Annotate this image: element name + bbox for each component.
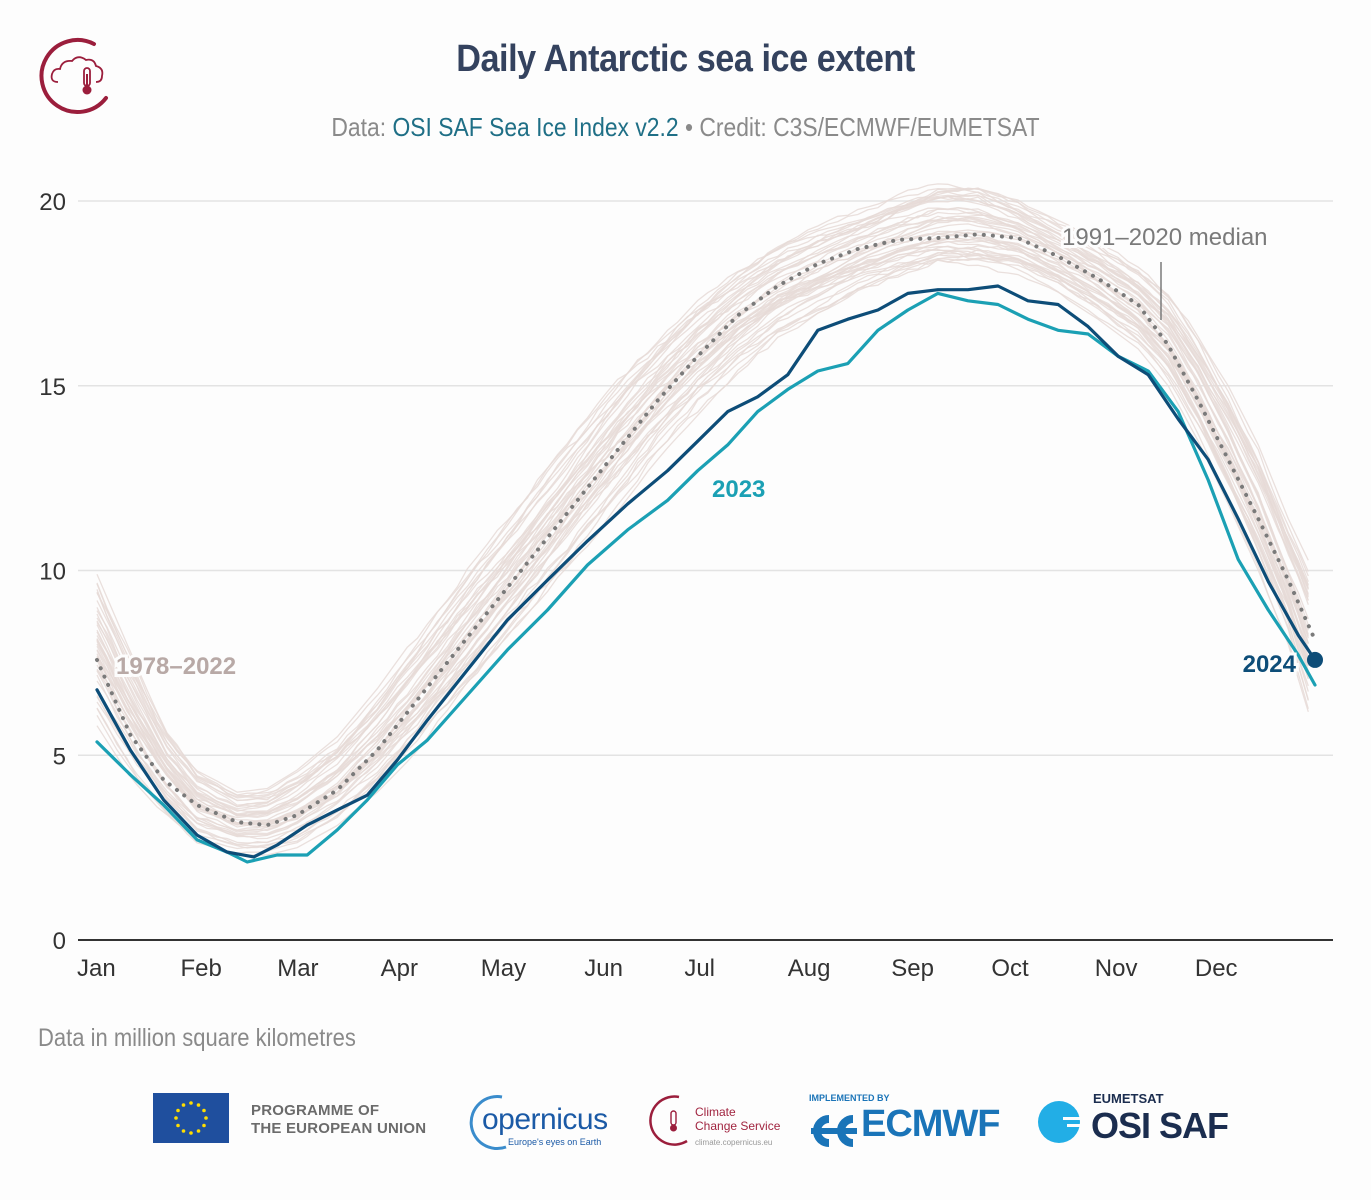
ecmwf-logo: IMPLEMENTED BY ECMWF [807, 1091, 1017, 1151]
historical-year-line [96, 195, 1309, 812]
y-tick-label: 20 [39, 189, 66, 216]
x-tick-label: Oct [991, 955, 1029, 982]
historical-year-line [96, 245, 1309, 826]
label-1978-2022-halo: 1978–2022 [116, 653, 236, 680]
eu-star [174, 1116, 178, 1120]
copernicus-arc-icon [469, 1095, 507, 1151]
chart-title: Daily Antarctic sea ice extent [456, 38, 915, 80]
end-point-marker [1307, 651, 1323, 668]
series-lines [95, 232, 1323, 864]
label-1978-2022: 1978–2022 [116, 653, 236, 680]
copernicus-logo: opernicus Europe's eyes on Earth [462, 1091, 612, 1151]
label-2023-halo: 2023 [712, 476, 765, 503]
historical-year-line [96, 211, 1309, 816]
historical-year-line [96, 236, 1309, 822]
label-median: 1991–2020 median [1062, 224, 1268, 251]
historical-year-line [96, 196, 1309, 801]
eu-star [181, 1129, 186, 1133]
subtitle-prefix: Data: [331, 112, 393, 142]
historical-year-line [96, 191, 1309, 799]
eu-star [196, 1103, 201, 1107]
c3s-logo-icon [39, 38, 108, 114]
y-axis-ticks: 0 5 10 15 20 [39, 189, 66, 955]
x-tick-label: Mar [277, 955, 318, 982]
historical-year-line [96, 246, 1309, 833]
historical-year-line [96, 231, 1309, 831]
label-2024: 2024 [1243, 651, 1297, 678]
series-line-2024 [95, 284, 1317, 859]
eu-star [202, 1108, 206, 1113]
x-tick-label: Aug [788, 955, 831, 982]
x-tick-label: May [481, 955, 526, 982]
historical-year-line [96, 248, 1309, 850]
label-2023: 2023 [712, 476, 765, 503]
historical-year-line [96, 187, 1309, 816]
eu-star [189, 1131, 193, 1135]
historical-year-line [96, 257, 1309, 856]
y-tick-label: 15 [39, 374, 66, 401]
subtitle-credit: • Credit: C3S/ECMWF/EUMETSAT [678, 112, 1040, 142]
eu-star [176, 1123, 180, 1128]
osi-saf-globe-icon [1038, 1101, 1087, 1143]
osi-saf-logo: EUMETSAT OSI SAF [1037, 1089, 1237, 1149]
data-source-link[interactable]: OSI SAF Sea Ice Index v2.2 [392, 112, 679, 142]
grid-lines [78, 200, 1333, 941]
historical-year-line [96, 252, 1309, 845]
eu-star [204, 1116, 208, 1120]
series-labels: 1978–20221978–202220232023202420241991–2… [113, 221, 1300, 683]
historical-year-line [96, 259, 1309, 836]
chart-subtitle: Data: OSI SAF Sea Ice Index v2.2 • Credi… [82, 112, 1288, 143]
eu-star [181, 1103, 186, 1107]
x-axis-ticks: Jan Feb Mar Apr May Jun Jul Aug Sep Oct Nov Dec [77, 955, 1238, 982]
eu-star [189, 1101, 193, 1105]
historical-year-line [96, 207, 1309, 826]
eu-star [176, 1108, 180, 1113]
historical-year-line [96, 187, 1309, 796]
x-tick-label: Sep [891, 955, 934, 982]
x-tick-label: Jul [684, 955, 715, 982]
historical-year-line [96, 254, 1309, 828]
eu-flag-icon [153, 1093, 229, 1143]
y-tick-label: 0 [53, 928, 66, 955]
x-tick-label: Nov [1095, 955, 1138, 982]
historical-year-line [96, 208, 1309, 817]
historical-year-line [96, 231, 1309, 840]
c3s-small-icon [649, 1095, 688, 1146]
label-median-halo: 1991–2020 median [1062, 224, 1268, 251]
eu-star [202, 1123, 206, 1128]
x-tick-label: Dec [1195, 955, 1238, 982]
label-2024-halo: 2024 [1243, 651, 1297, 678]
units-note: Data in million square kilometres [38, 1024, 356, 1052]
x-tick-label: Apr [381, 955, 418, 982]
eu-star [196, 1129, 201, 1133]
sea-ice-chart: 0 5 10 15 20 Jan Feb Mar Apr May Jun Jul Aug Sep Oct N… [39, 183, 1333, 982]
historical-year-line [96, 191, 1309, 810]
x-tick-label: Feb [180, 955, 221, 982]
partner-logos: PROGRAMME OF THE EUROPEAN UNION opernicu… [0, 1085, 1371, 1155]
x-tick-label: Jan [77, 955, 116, 982]
eu-programme-text: PROGRAMME OF THE EUROPEAN UNION [251, 1102, 427, 1137]
climate-change-service-logo: Climate Change Service climate.copernicus… [643, 1091, 793, 1151]
ecmwf-waves-icon [811, 1115, 857, 1147]
historical-year-line [96, 248, 1309, 854]
x-tick-label: Jun [584, 955, 623, 982]
historical-year-line [96, 187, 1309, 808]
historical-years-lines [96, 183, 1309, 856]
y-tick-label: 10 [39, 559, 66, 586]
y-tick-label: 5 [53, 743, 66, 770]
historical-year-line [96, 230, 1309, 837]
